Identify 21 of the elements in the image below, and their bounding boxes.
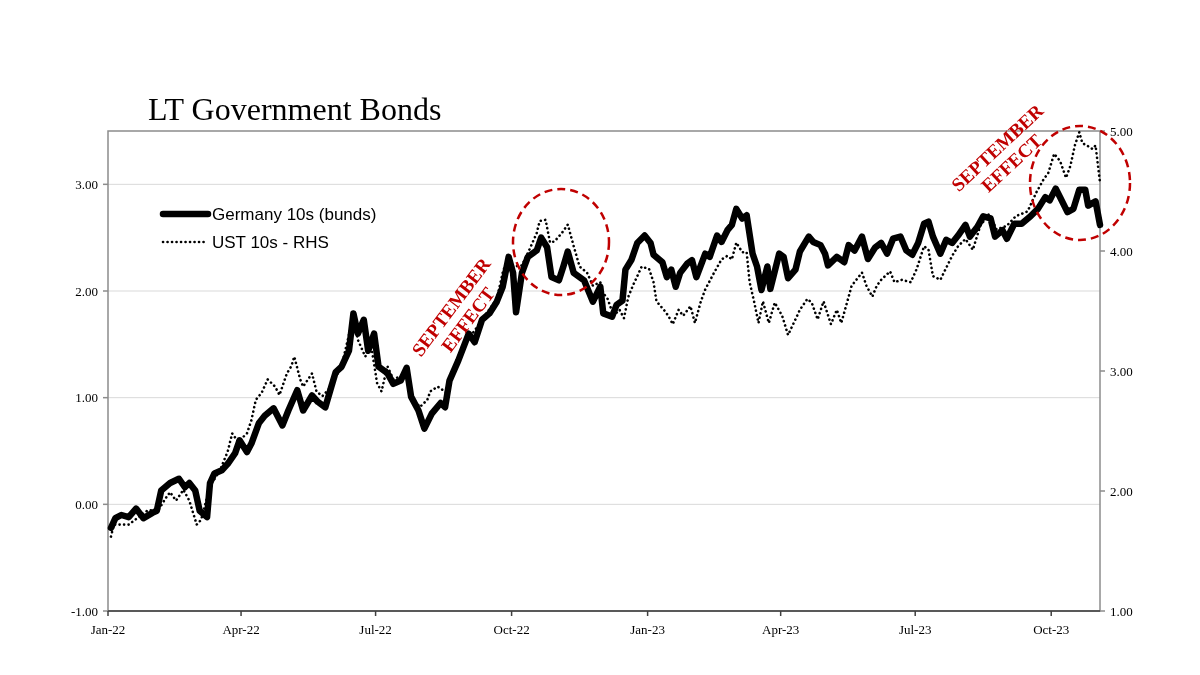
y-tick-label: 0.00: [75, 496, 98, 512]
x-tick-label: Oct-22: [493, 621, 530, 637]
y2-tick-label: 5.00: [1110, 123, 1133, 139]
x-tick-label: Apr-22: [222, 621, 260, 637]
legend-label: UST 10s - RHS: [212, 232, 329, 252]
legend-label: Germany 10s (bunds): [212, 204, 377, 224]
chart-title: LT Government Bonds: [148, 91, 442, 127]
x-tick-label: Oct-23: [1033, 621, 1070, 637]
y2-tick-label: 1.00: [1110, 603, 1133, 619]
y2-tick-label: 2.00: [1110, 483, 1133, 499]
y-tick-label: -1.00: [70, 603, 98, 619]
y-tick-label: 1.00: [75, 390, 98, 406]
y2-tick-label: 3.00: [1110, 363, 1133, 379]
y-tick-label: 3.00: [75, 176, 98, 192]
x-tick-label: Jul-23: [898, 621, 932, 637]
x-tick-label: Jan-23: [630, 621, 665, 637]
x-tick-label: Jan-22: [90, 621, 126, 637]
x-tick-label: Apr-23: [762, 621, 800, 637]
y-tick-label: 2.00: [75, 283, 98, 299]
y2-tick-label: 4.00: [1110, 243, 1133, 259]
x-tick-label: Jul-22: [359, 621, 392, 637]
